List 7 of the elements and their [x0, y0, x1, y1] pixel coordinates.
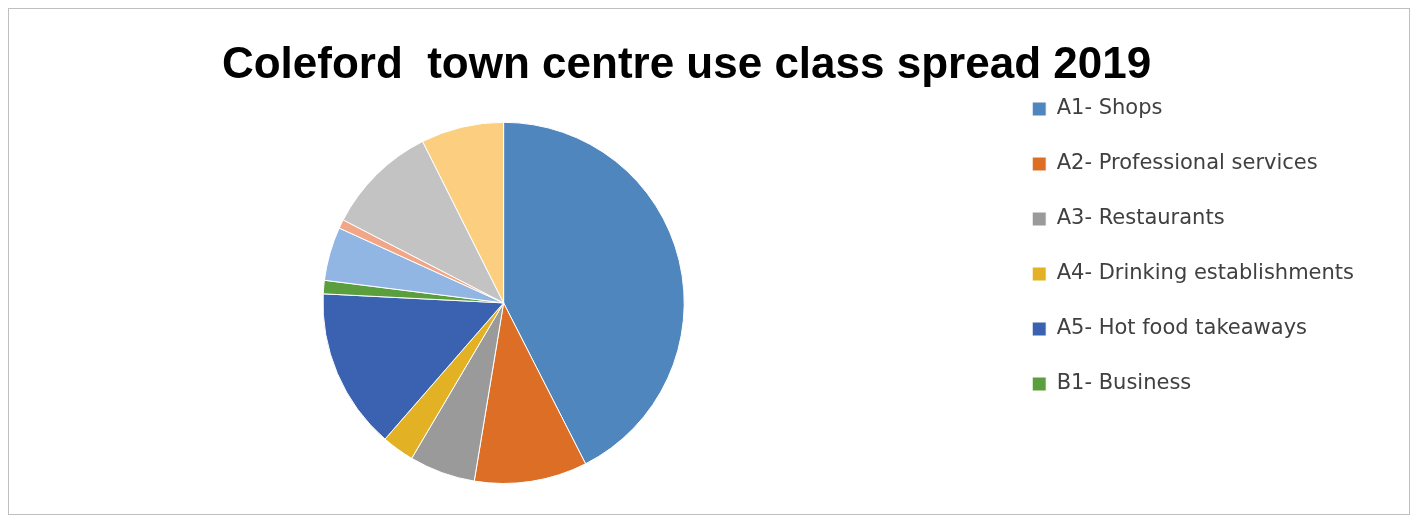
legend-label: A1- Shops [1056, 95, 1163, 120]
legend-label: A2- Professional services [1056, 150, 1318, 175]
legend-label: A5- Hot food takeaways [1056, 315, 1308, 340]
legend-label: B1- Business [1056, 370, 1192, 395]
legend-label: A3- Restaurants [1056, 205, 1225, 230]
legend-label: A4- Drinking establishments [1056, 260, 1354, 285]
chart-title: Coleford town centre use class spread 2019 [221, 37, 1152, 87]
